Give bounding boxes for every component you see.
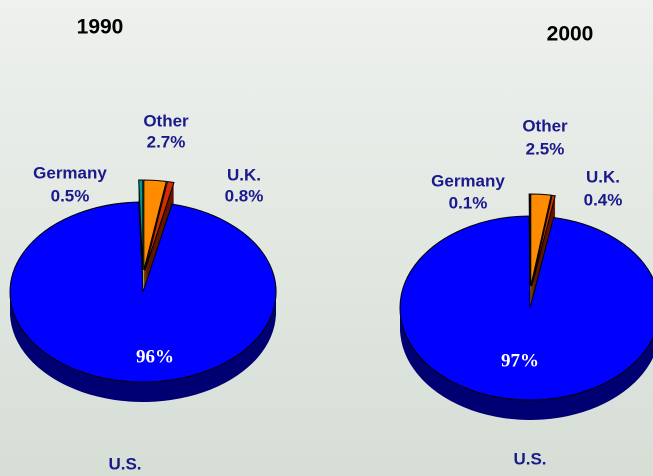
slice-side (531, 203, 556, 295)
slice-side (531, 199, 556, 291)
slice (399, 215, 653, 401)
category-label: Other (143, 111, 189, 130)
chart-title: 1990 (77, 16, 124, 39)
value-label: 0.1% (449, 193, 488, 212)
slice-side (531, 201, 556, 293)
value-label: 97% (501, 350, 539, 371)
slice (138, 179, 144, 271)
slice-side (144, 195, 174, 285)
category-label: Germany (431, 171, 505, 190)
value-label: 96% (136, 346, 174, 367)
category-label: Other (522, 116, 568, 135)
slice-side (144, 189, 174, 279)
category-label: Germany (33, 163, 107, 182)
category-label: U.K. (227, 165, 261, 184)
value-label: 0.8% (225, 186, 264, 205)
chart-title: 2000 (547, 23, 594, 46)
value-label: 2.7% (147, 132, 186, 151)
slice-side (531, 205, 556, 297)
slice-side (144, 191, 174, 281)
slice (143, 179, 167, 271)
slice (530, 193, 552, 287)
slice (9, 201, 277, 383)
value-label: 2.5% (526, 139, 565, 158)
slice (144, 181, 175, 271)
slice-side (144, 187, 174, 277)
slice-side (144, 185, 174, 275)
category-label: U.S. (108, 454, 141, 473)
slice (531, 194, 556, 287)
category-label: U.S. (513, 449, 546, 468)
slice-side (144, 193, 174, 283)
value-label: 0.4% (584, 190, 623, 209)
category-label: U.K. (586, 167, 620, 186)
slice (528, 193, 531, 287)
slice-side (531, 207, 556, 299)
value-label: 0.5% (51, 186, 90, 205)
